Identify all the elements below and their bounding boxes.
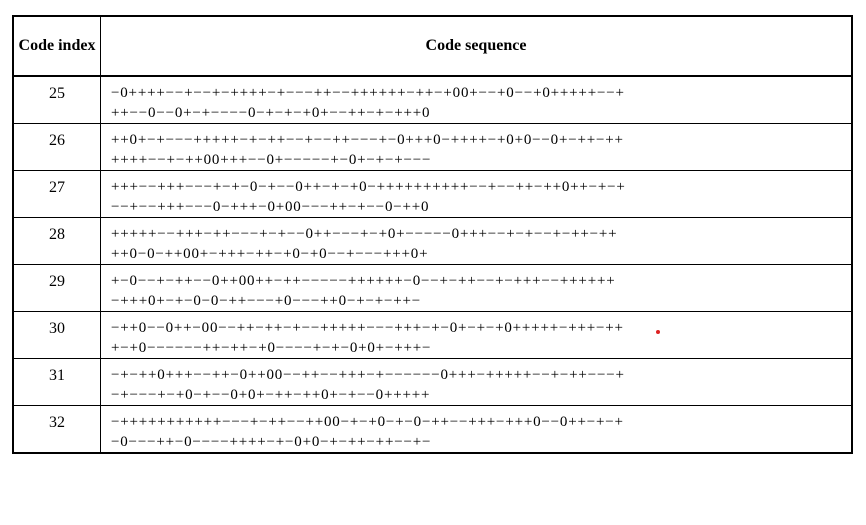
table-row: 25 −0++++−−+−−+−++++−+−−−++−−++++++−++−+… bbox=[12, 75, 853, 124]
code-index-cell: 28 bbox=[12, 217, 101, 265]
code-index-cell: 32 bbox=[12, 405, 101, 454]
table-row: 30 −++0−−0++−00−−++−++−+−−+++++−−−+++−+−… bbox=[12, 311, 853, 359]
sequence-line: +−+0−−−−−−++−++−+0−−−−+−+−0+0+−+++− bbox=[111, 340, 432, 356]
code-sequence-cell: +−0−−+−++−−0++00++−++−−−−−++++++−0−−+−++… bbox=[100, 264, 853, 312]
code-index-cell: 26 bbox=[12, 123, 101, 171]
code-sequence-cell: −+−++0+++−−++−0++00−−++−−+++−+−−−−−−0+++… bbox=[100, 358, 853, 406]
code-sequence-cell: −+++++++++++−−−+−++−−++00−+−+0−+−0−++−−+… bbox=[100, 405, 853, 454]
code-index-cell: 30 bbox=[12, 311, 101, 359]
header-code-sequence: Code sequence bbox=[100, 15, 853, 77]
code-sequence-cell: −++0−−0++−00−−++−++−+−−+++++−−−+++−+−0+−… bbox=[100, 311, 853, 359]
table-row: 31 −+−++0+++−−++−0++00−−++−−+++−+−−−−−−0… bbox=[12, 358, 853, 406]
sequence-line: −+++0+−+−0−0−++−−−+0−−−++0−+−+−++− bbox=[111, 293, 422, 309]
sequence-line: −0++++−−+−−+−++++−+−−−++−−++++++−++−+00+… bbox=[111, 85, 625, 101]
code-sequence-cell: +++−−+++−−−+−+−0−+−−0++−+−+0−++++++++++−… bbox=[100, 170, 853, 218]
table-row: 27 +++−−+++−−−+−+−0−+−−0++−+−+0−++++++++… bbox=[12, 170, 853, 218]
table-row: 32 −+++++++++++−−−+−++−−++00−+−+0−+−0−++… bbox=[12, 405, 853, 454]
table-row: 29 +−0−−+−++−−0++00++−++−−−−−++++++−0−−+… bbox=[12, 264, 853, 312]
code-sequence-cell: −0++++−−+−−+−++++−+−−−++−−++++++−++−+00+… bbox=[100, 75, 853, 124]
sequence-line: −+−++0+++−−++−0++00−−++−−+++−+−−−−−−0+++… bbox=[111, 367, 625, 383]
code-index-cell: 29 bbox=[12, 264, 101, 312]
sequence-line: −−+−−+++−−−0−+++−0+00−−−++−+−−0−++0 bbox=[111, 199, 430, 215]
sequence-line: ++−−0−−0+−+−−−−0−+−+−+0+−−++−+−+++0 bbox=[111, 105, 431, 121]
header-code-index: Code index bbox=[12, 15, 101, 77]
code-sequence-table: Code index Code sequence 25 −0++++−−+−−+… bbox=[12, 15, 853, 454]
sequence-line: +++++−−+++−++−−−+−+−−0++−−−+−+0+−−−−−0++… bbox=[111, 226, 618, 242]
table-row: 26 ++0+−+−−−+++++−+−++−−+−−++−−−+−0+++0−… bbox=[12, 123, 853, 171]
sequence-line: ++++−−+−++00+++−−0+−−−−−+−0+−+−+−−− bbox=[111, 152, 432, 168]
red-dot-mark bbox=[656, 330, 660, 334]
table-header-row: Code index Code sequence bbox=[12, 15, 853, 77]
sequence-line: −++0−−0++−00−−++−++−+−−+++++−−−+++−+−0+−… bbox=[111, 320, 624, 336]
code-index-cell: 31 bbox=[12, 358, 101, 406]
sequence-line: +−0−−+−++−−0++00++−++−−−−−++++++−0−−+−++… bbox=[111, 273, 616, 289]
code-index-cell: 27 bbox=[12, 170, 101, 218]
code-index-cell: 25 bbox=[12, 75, 101, 124]
sequence-line: ++0−0−++00+−+++−++−+0−+0−−+−−−+++0+ bbox=[111, 246, 429, 262]
sequence-line: −+−−−+−+0−+−−0+0+−++−++0+−+−−0+++++ bbox=[111, 387, 431, 403]
code-sequence-cell: ++0+−+−−−+++++−+−++−−+−−++−−−+−0+++0−+++… bbox=[100, 123, 853, 171]
sequence-line: ++0+−+−−−+++++−+−++−−+−−++−−−+−0+++0−+++… bbox=[111, 132, 624, 148]
sequence-line: +++−−+++−−−+−+−0−+−−0++−+−+0−++++++++++−… bbox=[111, 179, 626, 195]
table-row: 28 +++++−−+++−++−−−+−+−−0++−−−+−+0+−−−−−… bbox=[12, 217, 853, 265]
code-sequence-cell: +++++−−+++−++−−−+−+−−0++−−−+−+0+−−−−−0++… bbox=[100, 217, 853, 265]
sequence-line: −0−−−++−0−−−−++++−+−0+0−+−++−++−−+− bbox=[111, 434, 432, 450]
sequence-line: −+++++++++++−−−+−++−−++00−+−+0−+−0−++−−+… bbox=[111, 414, 624, 430]
